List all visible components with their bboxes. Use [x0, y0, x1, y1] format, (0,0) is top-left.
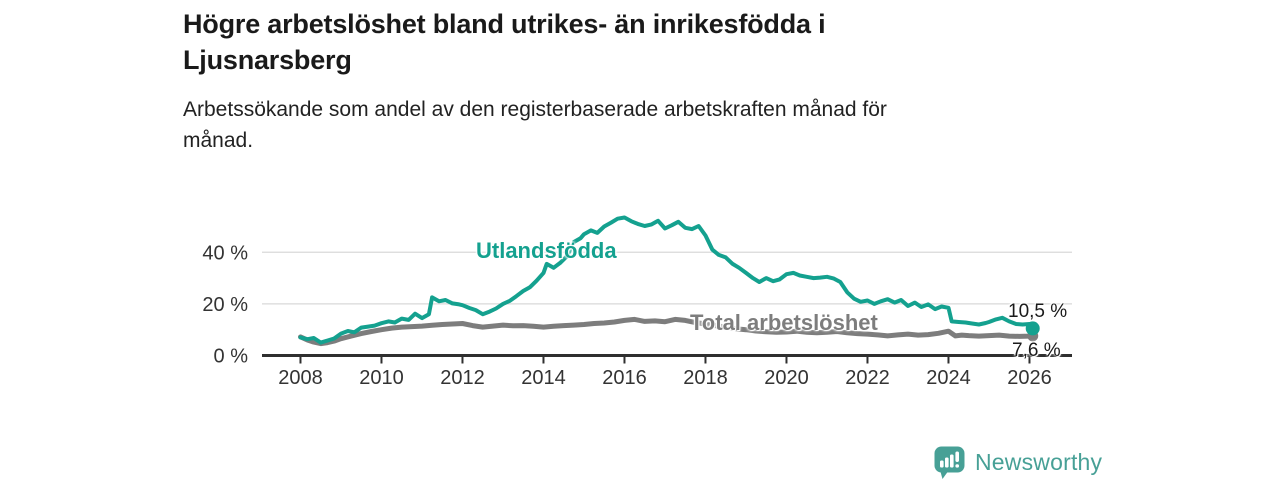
series-line-utlandsfodda: [298, 215, 1035, 345]
x-tick-label: 2010: [359, 367, 404, 389]
x-tick-label: 2018: [683, 367, 728, 389]
x-tick-label: 2024: [926, 367, 971, 389]
subtitle-line-2: månad.: [183, 129, 254, 152]
chart-subtitle: Arbetssökande som andel av den registerb…: [183, 94, 1013, 156]
x-tick-label: 2016: [602, 367, 647, 389]
end-value-label-utlandsfodda: 10,5 %: [1008, 301, 1068, 322]
x-tick-label: 2026: [1007, 367, 1052, 389]
series-label-total-arbetsloshet: Total arbetslöshet: [690, 310, 878, 335]
newsworthy-logo: Newsworthy: [933, 445, 1102, 480]
title-line-2: Ljusnarsberg: [183, 45, 352, 75]
page-title: Högre arbetslöshet bland utrikes- än inr…: [183, 6, 1013, 78]
y-tick-label: 0 %: [214, 346, 249, 368]
series-label-utlandsfodda: Utlandsfödda: [476, 238, 617, 263]
x-tick-label: 2020: [764, 367, 809, 389]
x-tick-label: 2012: [440, 367, 485, 389]
end-value-label-total: 7,6 %: [1012, 340, 1061, 361]
y-tick-label: 20 %: [202, 294, 248, 316]
x-tick-label: 2014: [521, 367, 566, 389]
series-line-total-arbetsloshet: [298, 316, 1036, 347]
bar-chart-speech-bubble-icon: [934, 446, 965, 479]
title-line-1: Högre arbetslöshet bland utrikes- än inr…: [183, 9, 826, 39]
newsworthy-wordmark: Newsworthy: [975, 449, 1103, 475]
chart-header: Högre arbetslöshet bland utrikes- än inr…: [183, 6, 1013, 156]
y-tick-label: 40 %: [202, 242, 248, 264]
subtitle-line-1: Arbetssökande som andel av den registerb…: [183, 98, 887, 121]
x-tick-label: 2008: [278, 367, 323, 389]
x-tick-label: 2022: [845, 367, 890, 389]
series-end-dot-utlandsfodda: [1025, 321, 1040, 336]
